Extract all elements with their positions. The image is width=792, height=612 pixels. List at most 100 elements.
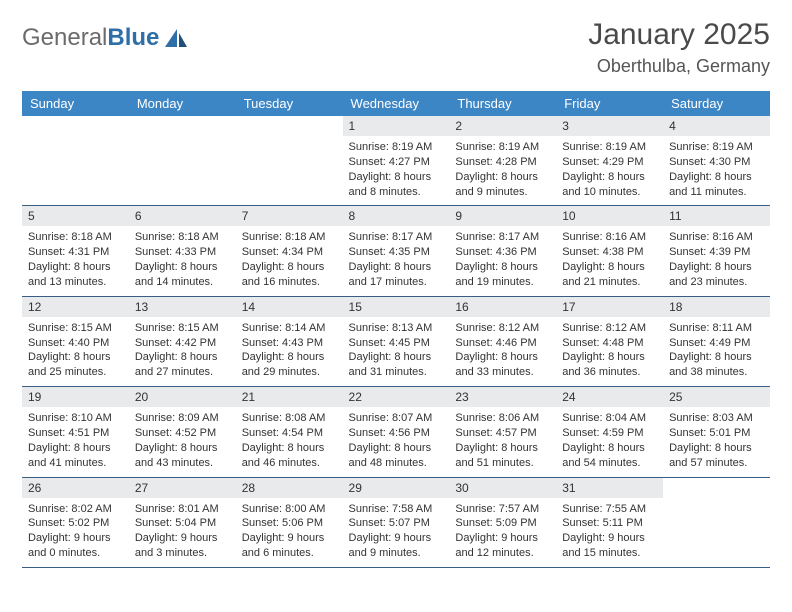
sunset-text: Sunset: 4:49 PM (669, 336, 764, 351)
daylight-text: Daylight: 8 hours and 9 minutes. (455, 170, 550, 200)
sunrise-text: Sunrise: 8:16 AM (562, 230, 657, 245)
sunset-text: Sunset: 5:01 PM (669, 426, 764, 441)
day-number: 27 (129, 478, 236, 498)
daylight-text: Daylight: 8 hours and 54 minutes. (562, 441, 657, 471)
day-details: Sunrise: 8:09 AMSunset: 4:52 PMDaylight:… (129, 407, 236, 476)
day-of-week-row: SundayMondayTuesdayWednesdayThursdayFrid… (22, 91, 770, 116)
day-details: Sunrise: 8:17 AMSunset: 4:36 PMDaylight:… (449, 226, 556, 295)
day-details: Sunrise: 8:01 AMSunset: 5:04 PMDaylight:… (129, 498, 236, 567)
calendar-day-cell: 8Sunrise: 8:17 AMSunset: 4:35 PMDaylight… (343, 206, 450, 296)
calendar-day-cell: 15Sunrise: 8:13 AMSunset: 4:45 PMDayligh… (343, 296, 450, 386)
day-number: 12 (22, 297, 129, 317)
daylight-text: Daylight: 9 hours and 9 minutes. (349, 531, 444, 561)
calendar-week-row: 26Sunrise: 8:02 AMSunset: 5:02 PMDayligh… (22, 477, 770, 567)
sunrise-text: Sunrise: 8:03 AM (669, 411, 764, 426)
calendar-day-cell: 1Sunrise: 8:19 AMSunset: 4:27 PMDaylight… (343, 116, 450, 206)
day-details: Sunrise: 8:18 AMSunset: 4:33 PMDaylight:… (129, 226, 236, 295)
day-of-week-header: Sunday (22, 91, 129, 116)
calendar-day-cell: 29Sunrise: 7:58 AMSunset: 5:07 PMDayligh… (343, 477, 450, 567)
calendar-day-cell: 21Sunrise: 8:08 AMSunset: 4:54 PMDayligh… (236, 387, 343, 477)
day-details: Sunrise: 8:19 AMSunset: 4:28 PMDaylight:… (449, 136, 556, 205)
day-number: 20 (129, 387, 236, 407)
sunrise-text: Sunrise: 8:18 AM (242, 230, 337, 245)
daylight-text: Daylight: 8 hours and 8 minutes. (349, 170, 444, 200)
daylight-text: Daylight: 9 hours and 6 minutes. (242, 531, 337, 561)
day-number: 18 (663, 297, 770, 317)
sunrise-text: Sunrise: 7:58 AM (349, 502, 444, 517)
day-number: 11 (663, 206, 770, 226)
sunset-text: Sunset: 5:06 PM (242, 516, 337, 531)
sunrise-text: Sunrise: 8:11 AM (669, 321, 764, 336)
sunset-text: Sunset: 4:52 PM (135, 426, 230, 441)
sunrise-text: Sunrise: 8:04 AM (562, 411, 657, 426)
calendar-day-cell: 26Sunrise: 8:02 AMSunset: 5:02 PMDayligh… (22, 477, 129, 567)
sunrise-text: Sunrise: 8:02 AM (28, 502, 123, 517)
calendar-day-cell: 3Sunrise: 8:19 AMSunset: 4:29 PMDaylight… (556, 116, 663, 206)
sunset-text: Sunset: 4:51 PM (28, 426, 123, 441)
calendar-day-cell (129, 116, 236, 206)
sunrise-text: Sunrise: 8:18 AM (135, 230, 230, 245)
sunrise-text: Sunrise: 8:19 AM (349, 140, 444, 155)
sunset-text: Sunset: 4:38 PM (562, 245, 657, 260)
daylight-text: Daylight: 8 hours and 33 minutes. (455, 350, 550, 380)
sunrise-text: Sunrise: 7:55 AM (562, 502, 657, 517)
calendar-day-cell: 23Sunrise: 8:06 AMSunset: 4:57 PMDayligh… (449, 387, 556, 477)
sunset-text: Sunset: 4:56 PM (349, 426, 444, 441)
sunset-text: Sunset: 4:30 PM (669, 155, 764, 170)
day-number (663, 478, 770, 498)
daylight-text: Daylight: 8 hours and 19 minutes. (455, 260, 550, 290)
sunrise-text: Sunrise: 8:13 AM (349, 321, 444, 336)
day-of-week-header: Wednesday (343, 91, 450, 116)
sunset-text: Sunset: 5:02 PM (28, 516, 123, 531)
day-details: Sunrise: 8:08 AMSunset: 4:54 PMDaylight:… (236, 407, 343, 476)
sunrise-text: Sunrise: 7:57 AM (455, 502, 550, 517)
daylight-text: Daylight: 8 hours and 29 minutes. (242, 350, 337, 380)
day-details: Sunrise: 8:12 AMSunset: 4:46 PMDaylight:… (449, 317, 556, 386)
sunrise-text: Sunrise: 8:10 AM (28, 411, 123, 426)
month-title: January 2025 (588, 18, 770, 52)
calendar-table: SundayMondayTuesdayWednesdayThursdayFrid… (22, 91, 770, 568)
day-of-week-header: Tuesday (236, 91, 343, 116)
calendar-week-row: 5Sunrise: 8:18 AMSunset: 4:31 PMDaylight… (22, 206, 770, 296)
sunset-text: Sunset: 5:04 PM (135, 516, 230, 531)
day-details: Sunrise: 8:18 AMSunset: 4:31 PMDaylight:… (22, 226, 129, 295)
day-of-week-header: Saturday (663, 91, 770, 116)
day-details: Sunrise: 7:57 AMSunset: 5:09 PMDaylight:… (449, 498, 556, 567)
sunset-text: Sunset: 4:36 PM (455, 245, 550, 260)
sunrise-text: Sunrise: 8:12 AM (455, 321, 550, 336)
sunset-text: Sunset: 4:48 PM (562, 336, 657, 351)
sunset-text: Sunset: 4:42 PM (135, 336, 230, 351)
daylight-text: Daylight: 8 hours and 51 minutes. (455, 441, 550, 471)
daylight-text: Daylight: 8 hours and 25 minutes. (28, 350, 123, 380)
day-number: 25 (663, 387, 770, 407)
day-number (22, 116, 129, 136)
day-number: 23 (449, 387, 556, 407)
sunset-text: Sunset: 5:07 PM (349, 516, 444, 531)
sunset-text: Sunset: 4:45 PM (349, 336, 444, 351)
calendar-day-cell: 31Sunrise: 7:55 AMSunset: 5:11 PMDayligh… (556, 477, 663, 567)
sunrise-text: Sunrise: 8:14 AM (242, 321, 337, 336)
daylight-text: Daylight: 8 hours and 16 minutes. (242, 260, 337, 290)
logo: GeneralBlue (22, 18, 189, 52)
day-details: Sunrise: 8:19 AMSunset: 4:30 PMDaylight:… (663, 136, 770, 205)
day-details (22, 136, 129, 146)
sunset-text: Sunset: 4:29 PM (562, 155, 657, 170)
day-details: Sunrise: 7:55 AMSunset: 5:11 PMDaylight:… (556, 498, 663, 567)
sunset-text: Sunset: 4:33 PM (135, 245, 230, 260)
day-number: 17 (556, 297, 663, 317)
day-details (236, 136, 343, 146)
day-number: 4 (663, 116, 770, 136)
day-details (663, 498, 770, 508)
sunset-text: Sunset: 4:57 PM (455, 426, 550, 441)
calendar-day-cell: 6Sunrise: 8:18 AMSunset: 4:33 PMDaylight… (129, 206, 236, 296)
calendar-day-cell: 4Sunrise: 8:19 AMSunset: 4:30 PMDaylight… (663, 116, 770, 206)
day-number: 31 (556, 478, 663, 498)
day-details: Sunrise: 8:03 AMSunset: 5:01 PMDaylight:… (663, 407, 770, 476)
day-number: 2 (449, 116, 556, 136)
day-number: 29 (343, 478, 450, 498)
day-details: Sunrise: 7:58 AMSunset: 5:07 PMDaylight:… (343, 498, 450, 567)
day-number: 1 (343, 116, 450, 136)
calendar-day-cell (663, 477, 770, 567)
sunrise-text: Sunrise: 8:19 AM (669, 140, 764, 155)
sunset-text: Sunset: 5:11 PM (562, 516, 657, 531)
